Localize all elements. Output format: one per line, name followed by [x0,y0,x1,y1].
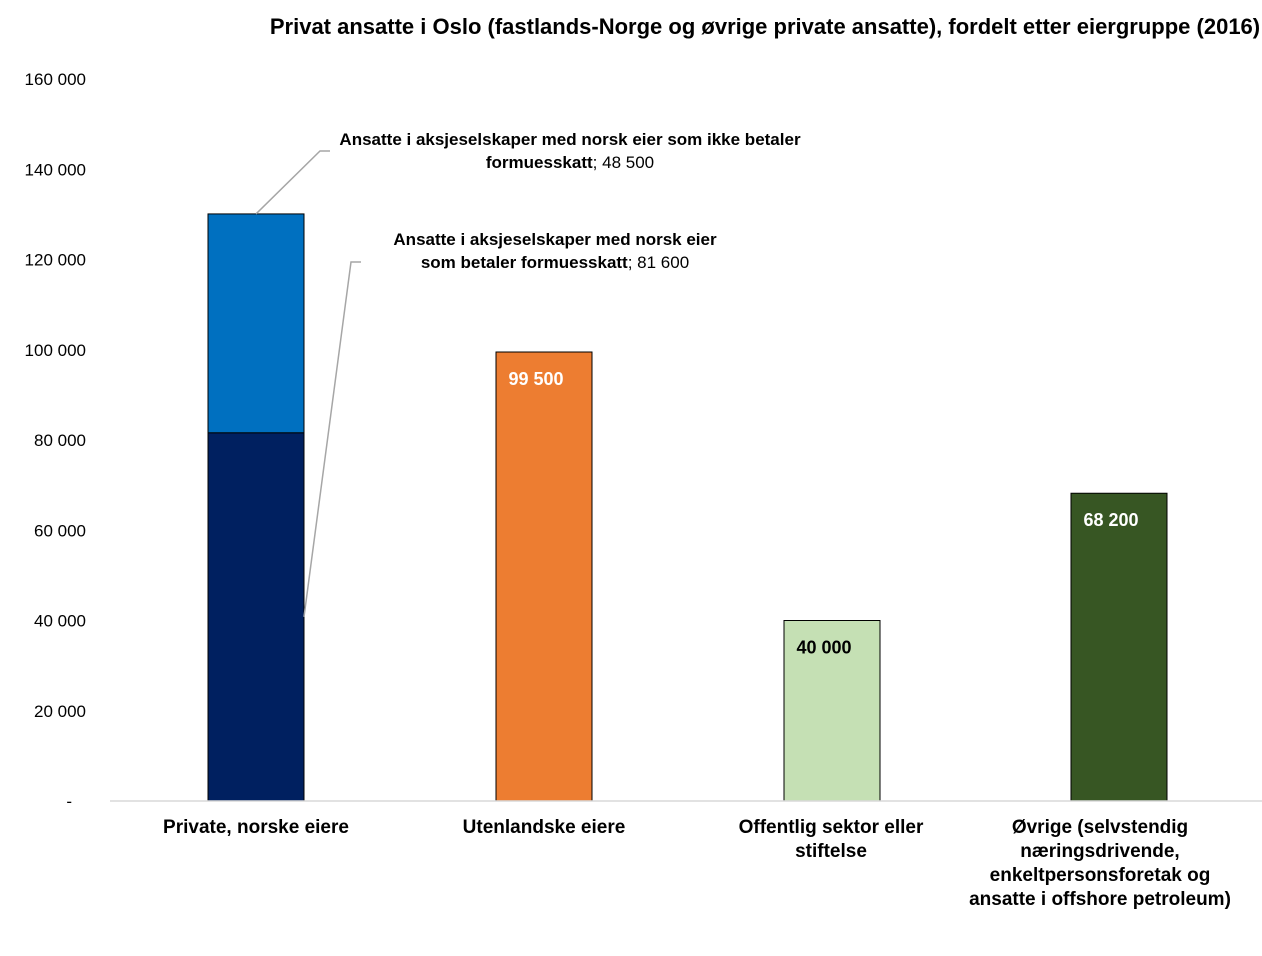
y-tick-label: 40 000 [34,612,86,631]
y-tick-label: 60 000 [34,521,86,540]
bar-3 [783,620,881,802]
y-tick-label: 20 000 [34,702,86,721]
callout-wealth-tax-name: Ansatte i aksjeselskaper med norsk eier … [393,230,717,272]
leader-no-wealth-tax [255,150,330,215]
stacked-bar-segment-2 [207,213,305,434]
y-tick-label: 100 000 [25,341,86,360]
bar-value-labels: 99 500 40 000 68 200 [508,369,1138,657]
stacked-bar-segment-1 [207,432,305,802]
y-tick-label: - [66,792,72,811]
y-tick-label: 80 000 [34,431,86,450]
bars [207,213,1168,802]
callout-no-wealth-tax-value: 48 500 [602,153,655,172]
bar-value-label: 40 000 [796,638,851,658]
leader-wealth-tax [303,261,361,617]
callout-no-wealth-tax: Ansatte i aksjeselskaper med norsk eier … [339,130,801,172]
y-tick-label: 120 000 [25,251,86,270]
bar-value-label: 99 500 [508,369,563,389]
x-category-label-4: Øvrige (selvstendig næringsdrivende, enk… [969,817,1231,910]
bar-value-label: 68 200 [1083,510,1138,530]
callout-wealth-tax: Ansatte i aksjeselskaper med norsk eier … [393,230,717,272]
bar-4 [1070,492,1168,802]
x-category-label-3: Offentlig sektor eller stiftelse [738,817,924,862]
x-category-label-1: Private, norske eiere [163,817,349,838]
y-tick-label: 140 000 [25,160,86,179]
x-category-label-2: Utenlandske eiere [462,817,626,838]
callout-wealth-tax-value: 81 600 [637,253,690,272]
callout-no-wealth-tax-name: Ansatte i aksjeselskaper med norsk eier … [339,130,801,172]
chart-title: Privat ansatte i Oslo (fastlands-Norge o… [269,14,1261,39]
callout-leaders [255,150,361,617]
y-tick-label: 160 000 [25,70,86,89]
bar-2 [495,351,593,802]
y-axis-ticks: - 20 000 40 000 60 000 80 000 100 000 120 000 1… [25,70,86,811]
